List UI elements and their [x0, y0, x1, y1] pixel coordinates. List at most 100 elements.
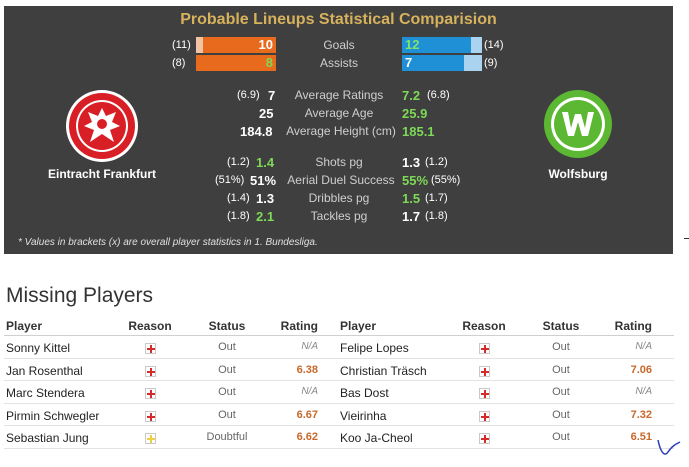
- status-text: Doubtful: [206, 431, 248, 443]
- stat-home-overall: (6.9): [237, 89, 260, 101]
- stat-home-value: 25: [259, 106, 274, 121]
- injury-icon: [144, 410, 156, 422]
- stat-home-overall: (1.8): [227, 210, 250, 222]
- injury-icon: [478, 365, 490, 377]
- away-rows: Felipe Lopes Out N/A Christian Träsch Out 7.0…: [338, 336, 674, 449]
- reason-cell: [458, 364, 510, 378]
- home-goals-bar: 10: [203, 37, 276, 53]
- player-name-link[interactable]: Sebastian Jung: [6, 431, 89, 445]
- rating-value: 7.32: [630, 408, 652, 421]
- injury-icon: [478, 433, 490, 445]
- stat-away-value: 185.1: [402, 124, 435, 139]
- header-rating: Rating: [614, 319, 652, 333]
- missing-players-title: Missing Players: [6, 284, 154, 307]
- header-status: Status: [208, 319, 246, 333]
- away-team-name: Wolfsburg: [548, 167, 608, 181]
- player-name-link[interactable]: Bas Dost: [340, 386, 389, 400]
- player-row: Vieirinha Out 7.32: [338, 404, 674, 426]
- away-goals-overall: (14): [484, 39, 504, 51]
- player-row: Pirmin Schwegler Out 6.67: [4, 404, 340, 426]
- stat-home-value: 184.8: [240, 124, 273, 139]
- rating-value: 6.67: [296, 408, 318, 421]
- header-reason: Reason: [128, 319, 172, 333]
- reason-cell: [458, 409, 510, 423]
- player-row: Marc Stendera Out N/A: [4, 381, 340, 404]
- rating-value: 7.06: [630, 363, 652, 376]
- player-name-link[interactable]: Christian Träsch: [340, 363, 427, 378]
- player-name-link[interactable]: Pirmin Schwegler: [6, 408, 100, 423]
- stat-home-value: 7: [268, 88, 276, 103]
- rating-value: 6.51: [630, 431, 652, 443]
- eintracht-frankfurt-logo: [66, 90, 138, 162]
- rating-value: N/A: [301, 341, 318, 352]
- away-assists-bar: 7: [402, 55, 464, 71]
- player-row: Sebastian Jung Doubtful 6.62: [4, 426, 340, 449]
- rating-value: 6.62: [296, 431, 318, 443]
- stat-label: Average Height (cm): [286, 124, 396, 138]
- injury-icon: [478, 388, 490, 400]
- status-text: Out: [218, 386, 236, 398]
- panel-title: Probable Lineups Statistical Comparision: [180, 11, 497, 28]
- player-name-link[interactable]: Vieirinha: [340, 408, 387, 423]
- player-row: Koo Ja-Cheol Out 6.51: [338, 426, 674, 449]
- status-text: Out: [552, 408, 570, 421]
- injury-icon: [478, 343, 490, 355]
- player-row: Sonny Kittel Out N/A: [4, 336, 340, 359]
- home-rows: Sonny Kittel Out N/A Jan Rosenthal Out 6.38 Ma…: [4, 336, 340, 449]
- goals-label: Goals: [323, 38, 355, 52]
- injury-icon: [144, 365, 156, 377]
- player-name-link[interactable]: Felipe Lopes: [340, 341, 409, 355]
- home-goals-overall: (11): [172, 39, 191, 51]
- footnote: * Values in brackets (x) are overall pla…: [18, 237, 318, 248]
- stat-away-overall: (6.8): [427, 89, 450, 101]
- pen-scribble: [657, 439, 681, 455]
- reason-cell: [124, 431, 176, 445]
- status-text: Out: [552, 341, 570, 353]
- stat-away-value: 7.2: [402, 88, 421, 103]
- away-missing-table: Player Reason Status Rating Felipe Lopes…: [338, 314, 674, 449]
- reason-cell: [458, 386, 510, 400]
- reason-cell: [124, 386, 176, 400]
- assists-label: Assists: [319, 56, 358, 70]
- header-reason: Reason: [462, 319, 506, 333]
- status-text: Out: [552, 431, 570, 443]
- injury-icon: [478, 410, 490, 422]
- stat-label: Average Ratings: [294, 88, 384, 102]
- stat-away-value: 25.9: [402, 106, 428, 121]
- player-name-link[interactable]: Sonny Kittel: [6, 341, 71, 355]
- player-name-link[interactable]: Jan Rosenthal: [6, 363, 83, 378]
- stat-away-value: 1.5: [402, 191, 421, 206]
- wolfsburg-logo: [544, 90, 612, 158]
- home-assists-overall: (8): [172, 57, 186, 69]
- stat-away-overall: (1.7): [425, 192, 448, 204]
- stat-away-value: 55%: [402, 173, 429, 188]
- stat-home-value: 51%: [250, 173, 277, 188]
- status-text: Out: [218, 341, 236, 353]
- rating-value: 6.38: [296, 363, 318, 376]
- doubtful-icon: [144, 433, 156, 445]
- edge-tick: [684, 238, 689, 239]
- header-status: Status: [542, 319, 580, 333]
- stat-home-value: 2.1: [256, 209, 275, 224]
- rating-value: N/A: [635, 386, 652, 397]
- stat-label: Shots pg: [315, 155, 363, 169]
- stat-home-value: 1.3: [256, 191, 275, 206]
- reason-cell: [458, 431, 510, 445]
- table-header: Player Reason Status Rating: [4, 314, 340, 336]
- injury-icon: [144, 343, 156, 355]
- reason-cell: [124, 364, 176, 378]
- injury-icon: [144, 388, 156, 400]
- status-text: Out: [218, 408, 236, 421]
- home-missing-table: Player Reason Status Rating Sonny Kittel…: [4, 314, 340, 449]
- stat-label: Dribbles pg: [308, 191, 370, 205]
- stat-home-overall: (1.4): [227, 192, 250, 204]
- reason-cell: [458, 341, 510, 355]
- player-name-link[interactable]: Koo Ja-Cheol: [340, 431, 413, 445]
- stat-label: Aerial Duel Success: [287, 173, 395, 187]
- stat-away-value: 1.7: [402, 209, 421, 224]
- status-text: Out: [552, 363, 570, 376]
- stat-label: Average Age: [304, 106, 374, 120]
- player-name-link[interactable]: Marc Stendera: [6, 386, 85, 400]
- player-row: Christian Träsch Out 7.06: [338, 359, 674, 381]
